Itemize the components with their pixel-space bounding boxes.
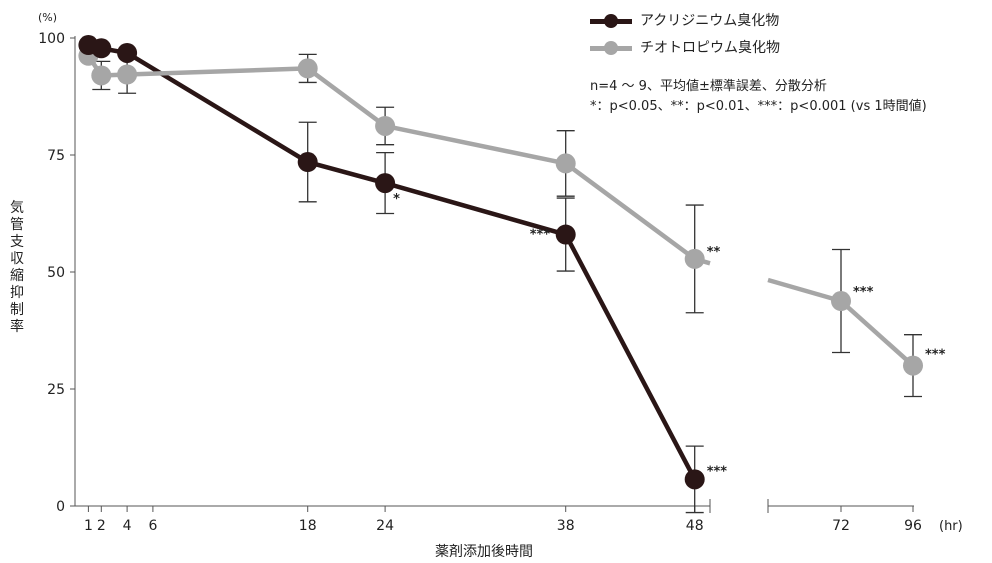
- x-axis-unit: (hr): [939, 519, 963, 534]
- data-point: [297, 58, 318, 79]
- series-line: [767, 277, 842, 304]
- significance-label: **: [707, 245, 721, 260]
- significance-label: *: [393, 192, 400, 207]
- data-point: [375, 115, 396, 136]
- x-tick-label: 1: [84, 518, 93, 534]
- data-point: [91, 65, 112, 86]
- data-point: [684, 469, 705, 490]
- x-tick-label: 72: [832, 518, 850, 534]
- legend-marker-aclidinium: [604, 14, 618, 28]
- statistics-note: n=4 ～ 9、平均値±標準誤差、分散分析: [590, 79, 827, 94]
- data-point: [375, 173, 396, 194]
- x-tick-label: 4: [123, 518, 132, 534]
- y-tick-label: 100: [38, 31, 65, 47]
- series-line: [839, 299, 915, 368]
- data-point: [297, 152, 318, 173]
- legend-label-aclidinium: アクリジニウム臭化物: [640, 13, 780, 29]
- data-point: [117, 64, 138, 85]
- y-axis-unit: (%): [38, 11, 58, 24]
- x-tick-label: 6: [148, 518, 157, 534]
- data-point: [831, 291, 851, 312]
- x-tick-label: 48: [686, 518, 704, 534]
- data-point: [555, 153, 576, 174]
- significance-label: ***: [530, 228, 551, 243]
- significance-label: ***: [925, 348, 946, 363]
- legend-marker-tiotropium: [604, 41, 618, 55]
- x-tick-label: 18: [299, 518, 317, 534]
- significance-label: ***: [853, 285, 874, 300]
- x-tick-label: 2: [97, 518, 106, 534]
- data-point: [903, 355, 923, 376]
- x-tick-label: 96: [904, 518, 922, 534]
- significance-label: ***: [707, 464, 728, 479]
- y-tick-label: 0: [56, 499, 65, 515]
- y-tick-label: 25: [47, 382, 65, 398]
- x-tick-label: 24: [376, 518, 394, 534]
- data-point: [91, 38, 112, 59]
- data-point: [117, 42, 138, 63]
- x-tick-label: 38: [557, 518, 575, 534]
- y-tick-label: 75: [47, 148, 65, 164]
- significance-note: *：p<0.05、**：p<0.01、***：p<0.001 (vs 1時間値): [590, 99, 927, 114]
- data-point: [555, 224, 576, 245]
- y-tick-label: 50: [47, 265, 65, 281]
- y-axis-label: 気管支収縮抑制率: [10, 200, 24, 335]
- legend-label-tiotropium: チオトロピウム臭化物: [640, 40, 780, 56]
- data-point: [684, 248, 705, 269]
- x-axis-label: 薬剤添加後時間: [435, 544, 533, 560]
